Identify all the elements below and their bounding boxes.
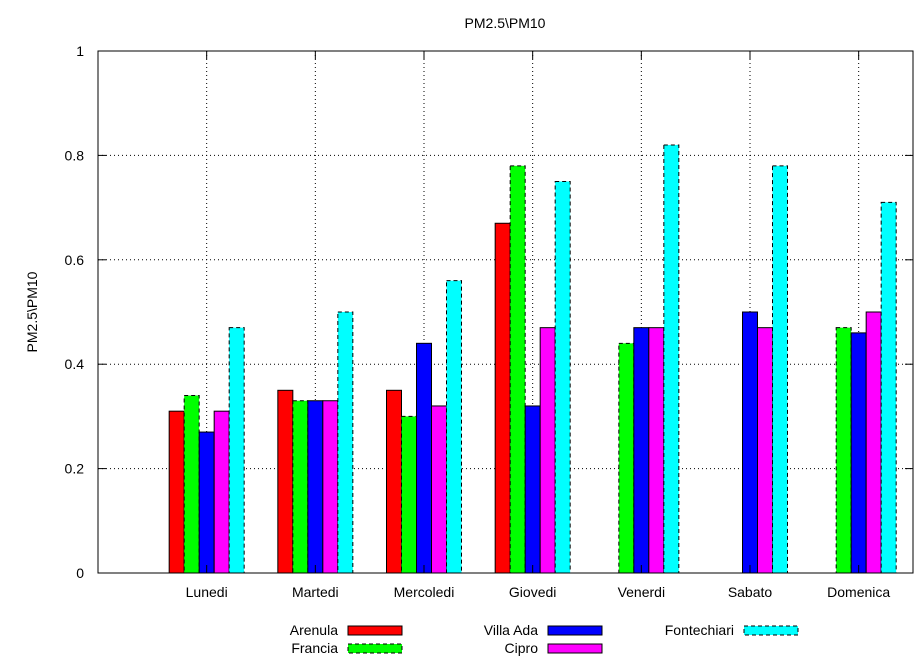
x-axis: Lunedi Martedi Mercoledi Giovedi Venerdi Saba… xyxy=(186,51,890,600)
bar-arenula xyxy=(168,410,185,574)
bar-fontechiari xyxy=(663,144,680,574)
y-tick-label: 0.4 xyxy=(65,356,85,372)
y-tick-label: 0.8 xyxy=(65,147,85,163)
bar-fontechiari xyxy=(228,327,245,574)
y-tick-label: 1 xyxy=(76,43,84,59)
bar-villa-ada xyxy=(742,311,758,574)
bar-cipro xyxy=(865,311,882,574)
x-tick-label: Sabato xyxy=(728,584,773,600)
bar-villa-ada xyxy=(633,327,650,574)
legend-swatch xyxy=(347,625,403,636)
bar-cipro xyxy=(213,410,230,574)
bar-cipro xyxy=(757,327,773,574)
bar-fontechiari xyxy=(772,165,788,574)
bar-francia xyxy=(401,415,417,574)
bar-arenula xyxy=(386,389,402,574)
x-tick-label: Martedi xyxy=(292,584,339,600)
bar-cipro xyxy=(431,405,447,574)
legend-swatch xyxy=(347,643,403,654)
bar-villa-ada xyxy=(307,400,324,574)
bar-villa-ada xyxy=(524,405,541,574)
bar-fontechiari xyxy=(446,280,462,574)
x-tick-label: Mercoledi xyxy=(394,584,455,600)
bar-francia xyxy=(183,395,200,574)
x-tick-label: Domenica xyxy=(827,584,890,600)
bar-francia xyxy=(509,165,526,574)
bar-francia xyxy=(618,342,635,574)
legend-label: Francia xyxy=(291,640,338,656)
x-tick-label: Lunedi xyxy=(186,584,228,600)
bar-cipro xyxy=(539,327,556,574)
bar-cipro xyxy=(648,327,665,574)
legend-label: Fontechiari xyxy=(665,622,734,638)
legend-swatch xyxy=(547,625,603,636)
legend-label: Cipro xyxy=(505,640,539,656)
bar-cipro xyxy=(322,400,339,574)
bar-villa-ada xyxy=(198,431,215,574)
bar-francia xyxy=(292,400,309,574)
x-tick-label: Giovedi xyxy=(509,584,556,600)
y-tick-label: 0.2 xyxy=(65,461,85,477)
bar-francia xyxy=(835,327,852,574)
legend-swatch xyxy=(547,643,603,654)
y-tick-label: 0.6 xyxy=(65,252,85,268)
bar-fontechiari xyxy=(880,201,897,574)
legend-label: Arenula xyxy=(290,622,338,638)
x-tick-label: Venerdi xyxy=(618,584,665,600)
plot-frame xyxy=(97,50,914,574)
y-axis: 0 0.2 0.4 0.6 0.8 1 xyxy=(65,43,913,581)
legend-label: Villa Ada xyxy=(484,622,538,638)
bar-fontechiari xyxy=(337,311,354,574)
bar-villa-ada xyxy=(850,332,867,574)
legend-swatch xyxy=(743,625,799,636)
chart-title: PM2.5\PM10 xyxy=(465,15,546,31)
bar-fontechiari xyxy=(554,181,571,574)
y-tick-label: 0 xyxy=(76,565,84,581)
legend: Arenula Francia Villa Ada Cipro Fontechiari xyxy=(290,622,799,656)
bars-layer xyxy=(168,144,897,574)
bar-arenula xyxy=(494,222,511,574)
bar-arenula xyxy=(277,389,294,574)
y-axis-label: PM2.5\PM10 xyxy=(24,271,40,352)
bar-villa-ada xyxy=(416,342,432,574)
